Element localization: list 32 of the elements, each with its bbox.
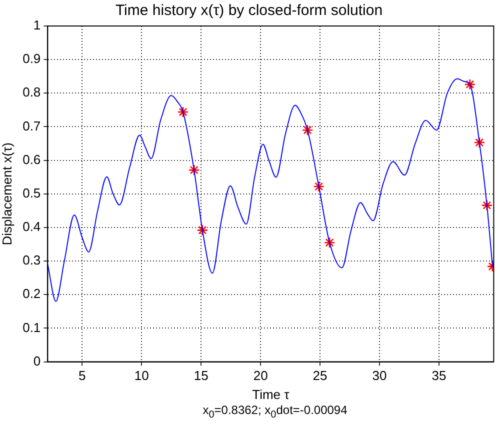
point xyxy=(464,78,476,90)
x-tick-label: 20 xyxy=(253,368,268,384)
point xyxy=(196,224,208,236)
y-tick-label: 0.6 xyxy=(22,152,41,167)
point xyxy=(188,164,200,176)
chart-title: Time history x(τ) by closed-form solution xyxy=(115,2,383,20)
y-tick-label: 0.5 xyxy=(22,185,41,200)
x-tick-label: 5 xyxy=(78,368,86,384)
point xyxy=(177,106,189,118)
text: x$_{0}$=0.8362; x$_{0}$dot=-0.00094 xyxy=(202,403,348,422)
x-tick-label: 30 xyxy=(372,368,387,384)
point xyxy=(481,200,493,211)
y-tick-label: 0.4 xyxy=(22,219,41,234)
point xyxy=(324,236,336,248)
point xyxy=(302,124,314,136)
x-tick-label: 25 xyxy=(312,368,328,384)
y-tick-label: 0 xyxy=(33,353,41,368)
x-tick-label: 15 xyxy=(194,368,208,384)
y-tick-label: 0.7 xyxy=(22,118,41,134)
y-tick-label: 0.9 xyxy=(22,51,41,66)
y-tick-label: 0.2 xyxy=(22,286,41,302)
y-tick-label: 0.3 xyxy=(22,252,41,268)
x-tick-label: 10 xyxy=(134,368,149,384)
point xyxy=(474,136,486,148)
x-axis-title: Time τ xyxy=(252,386,290,402)
point xyxy=(313,180,325,192)
y-tick-label: 0.1 xyxy=(22,320,41,335)
line-series xyxy=(48,78,494,302)
y-tick-label: 0.8 xyxy=(22,84,41,100)
x-tick-label: 35 xyxy=(432,368,446,384)
y-axis-title: Displacement x(τ) xyxy=(0,142,14,246)
y-tick-label: 1 xyxy=(33,18,41,33)
